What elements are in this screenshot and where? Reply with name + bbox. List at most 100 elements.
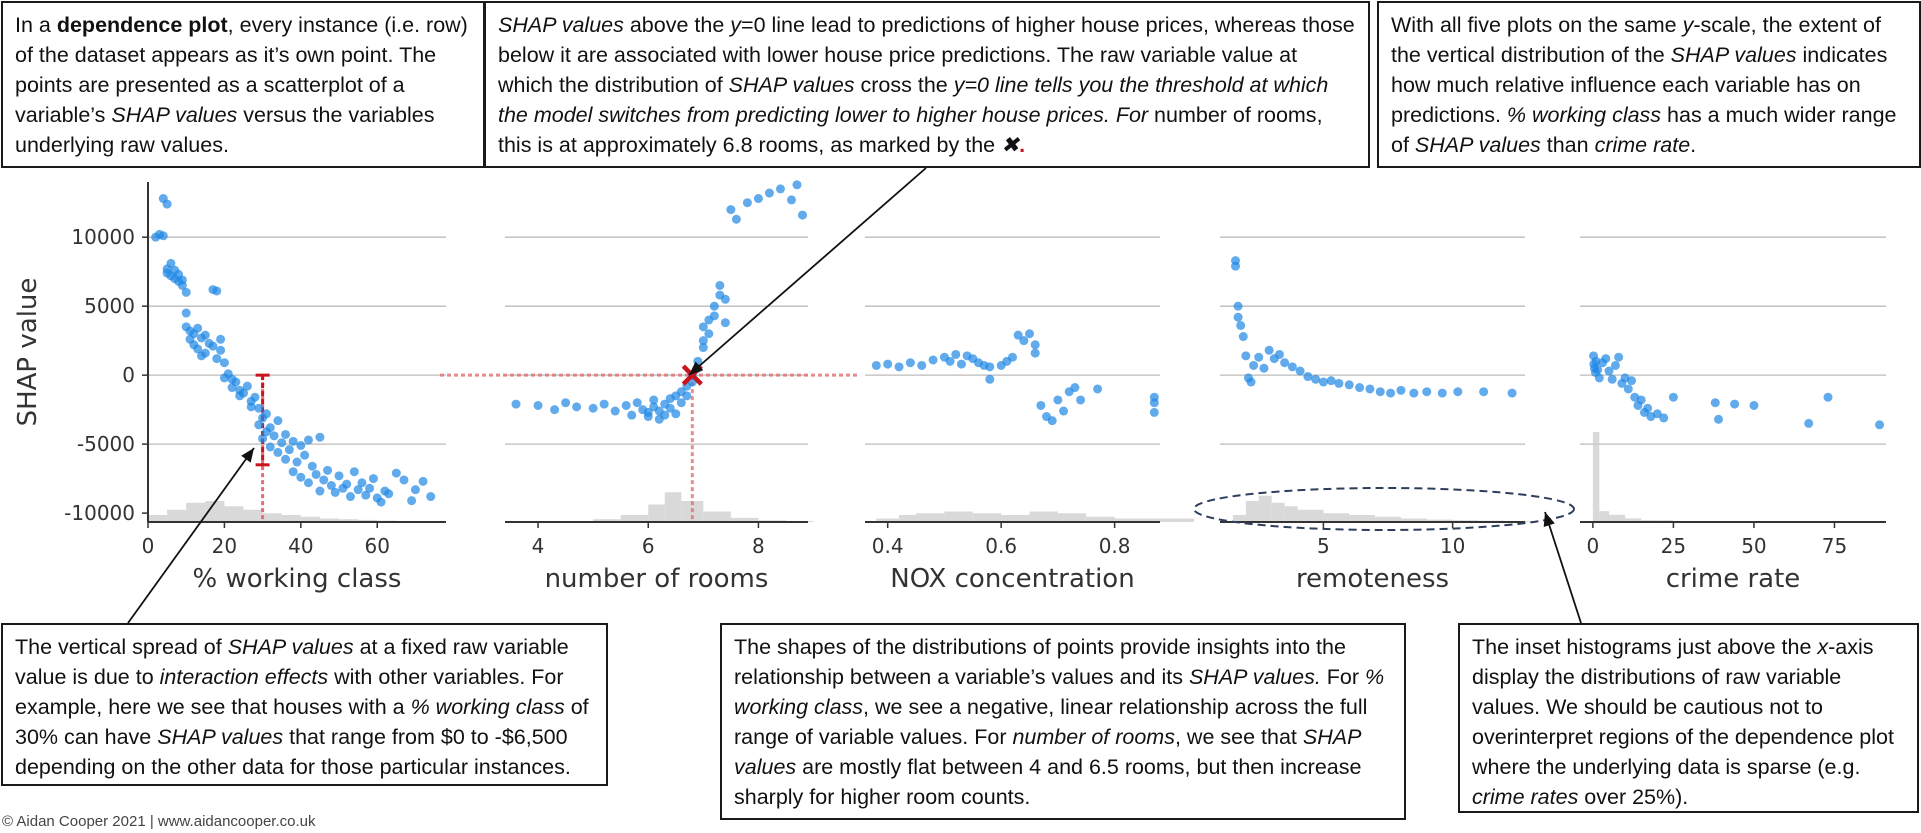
data-point — [709, 311, 719, 321]
data-point — [533, 400, 543, 410]
data-point — [1233, 312, 1243, 322]
data-point — [1149, 407, 1159, 417]
panel-3: 0.4 0.6 0.8 NOX concentration — [865, 236, 1195, 594]
x-tick-label: 60 — [365, 534, 390, 558]
annotation-text: ✖ — [1001, 133, 1020, 157]
data-point — [1013, 330, 1023, 340]
annotation-text: SHAP values. — [1188, 665, 1321, 689]
scatter-points — [151, 194, 436, 507]
data-point — [698, 343, 708, 353]
annotation-text: dependence plot — [56, 13, 228, 37]
histogram-bar — [1154, 518, 1195, 522]
data-point — [219, 358, 229, 368]
arrow-threshold-line — [688, 167, 927, 376]
data-point — [1008, 352, 1017, 362]
data-point — [698, 322, 708, 332]
histogram — [148, 501, 435, 522]
data-point — [1287, 362, 1297, 372]
data-point — [1059, 406, 1069, 416]
data-point — [676, 398, 686, 408]
data-point — [281, 454, 291, 464]
histogram-bar — [972, 513, 1002, 522]
data-point — [928, 355, 938, 365]
annotation-text: over 25%). — [1578, 785, 1689, 809]
data-point — [1714, 414, 1724, 424]
histogram-bar — [1625, 518, 1642, 522]
annotation-top-left: In a dependence plot, every instance (i.… — [1, 1, 485, 168]
data-point — [894, 362, 904, 372]
data-point — [277, 438, 287, 448]
data-point — [1254, 352, 1264, 362]
x-tick-label: 10 — [1440, 534, 1465, 558]
data-point — [231, 377, 241, 387]
annotation-text: The inset histograms just above the — [1472, 635, 1818, 659]
scatter-points — [1589, 351, 1885, 430]
data-point — [307, 461, 317, 471]
data-point — [1053, 395, 1063, 405]
histogram-bar — [186, 502, 206, 522]
data-point — [572, 402, 582, 412]
histogram — [876, 511, 1195, 522]
data-point — [1375, 387, 1385, 397]
histogram-bar — [1029, 511, 1058, 522]
data-point — [303, 478, 313, 488]
data-point — [319, 475, 329, 485]
data-point — [273, 447, 283, 457]
data-point — [1246, 377, 1256, 387]
histogram-bar — [1057, 513, 1087, 522]
annotation-text: The vertical spread of — [15, 635, 228, 659]
data-point — [1607, 374, 1617, 384]
data-point — [254, 420, 264, 430]
data-point — [407, 496, 417, 506]
data-point — [242, 381, 252, 391]
histogram-bar — [205, 501, 225, 522]
data-point — [1804, 418, 1814, 428]
histogram-bar — [262, 513, 282, 522]
histogram — [538, 492, 814, 522]
annotation-text: y — [1682, 13, 1694, 37]
annotation-text: y — [730, 13, 742, 37]
histogram-bar — [944, 511, 973, 522]
annotation-top-middle: SHAP values above the y=0 line lead to p… — [484, 1, 1370, 168]
histogram-bar — [1349, 515, 1376, 522]
data-point — [288, 467, 298, 477]
data-point — [797, 210, 807, 220]
histogram-bar — [899, 515, 917, 522]
annotation-text: y — [953, 73, 965, 97]
x-tick-label: 0 — [142, 534, 155, 558]
data-point — [334, 471, 344, 481]
histogram-bar — [916, 513, 945, 522]
data-point — [753, 194, 763, 204]
data-point — [399, 475, 409, 485]
data-point — [426, 492, 436, 502]
data-point — [632, 398, 642, 408]
data-point — [303, 435, 313, 445]
histogram-bar — [1245, 501, 1259, 522]
arrow-threshold-head — [689, 361, 704, 375]
data-point — [682, 391, 692, 401]
data-point — [1036, 400, 1046, 410]
data-point — [1264, 345, 1274, 355]
scatter-points — [1231, 256, 1517, 398]
histogram-bar — [1114, 518, 1155, 522]
data-point — [1823, 392, 1833, 402]
data-point — [376, 497, 386, 507]
data-point — [871, 360, 881, 370]
data-point — [1280, 358, 1290, 368]
histogram-bar — [1232, 515, 1246, 522]
data-point — [1730, 399, 1740, 409]
data-point — [1241, 351, 1251, 361]
data-point — [951, 349, 961, 359]
data-point — [384, 489, 394, 499]
data-point — [315, 432, 325, 442]
data-point — [561, 398, 571, 408]
data-point — [323, 465, 333, 475]
annotation-text: , this is at approximately 6.8 rooms, as… — [498, 103, 1323, 157]
data-point — [296, 441, 306, 451]
data-point — [1303, 372, 1313, 382]
x-tick-label: 5 — [1317, 534, 1330, 558]
data-point — [742, 198, 752, 208]
annotation-text: , every instance (i.e. row) of the datas… — [15, 13, 468, 127]
data-point — [698, 336, 708, 346]
data-point — [1610, 360, 1620, 370]
